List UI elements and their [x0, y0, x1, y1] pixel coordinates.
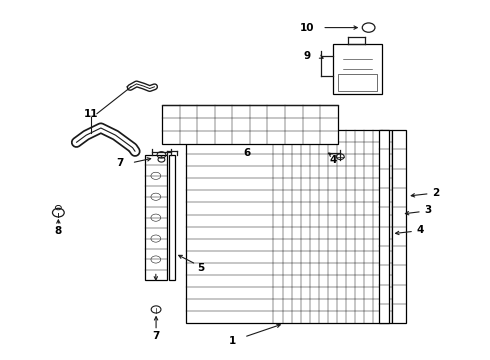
Bar [379, 130, 389, 323]
Text: 4: 4 [417, 225, 424, 235]
Bar [338, 74, 377, 91]
Text: 6: 6 [244, 148, 251, 158]
Text: 1: 1 [229, 336, 236, 346]
Text: 3: 3 [425, 206, 432, 216]
Text: 5: 5 [197, 263, 205, 273]
Text: 10: 10 [300, 23, 315, 33]
Bar [186, 130, 392, 323]
Text: 8: 8 [55, 226, 62, 236]
Text: 9: 9 [304, 51, 311, 61]
Bar [392, 130, 406, 323]
Bar [333, 44, 382, 94]
Bar [162, 105, 338, 144]
Bar [169, 155, 175, 280]
Text: 11: 11 [84, 109, 98, 119]
Bar [145, 155, 167, 280]
Text: 7: 7 [152, 331, 160, 341]
Text: 7: 7 [117, 158, 124, 168]
Text: 2: 2 [432, 188, 439, 198]
Text: 4: 4 [329, 155, 337, 165]
